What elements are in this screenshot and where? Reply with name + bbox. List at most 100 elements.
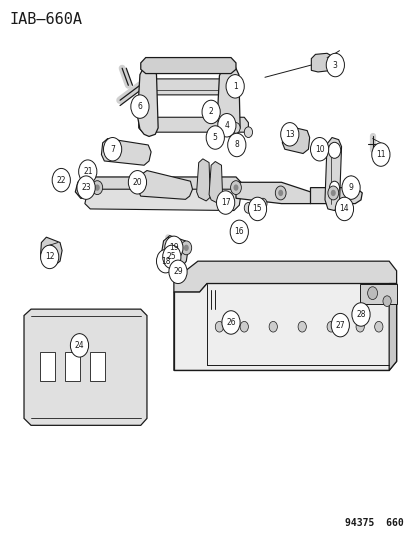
Polygon shape (160, 236, 188, 268)
Text: 14: 14 (339, 205, 349, 213)
Circle shape (70, 334, 88, 357)
Text: 5: 5 (212, 133, 217, 142)
Polygon shape (137, 64, 158, 136)
Circle shape (244, 203, 252, 213)
Circle shape (275, 186, 285, 200)
Circle shape (335, 197, 353, 221)
Circle shape (268, 321, 277, 332)
Polygon shape (310, 188, 361, 204)
Text: 15: 15 (252, 205, 262, 213)
Polygon shape (101, 139, 151, 165)
Circle shape (258, 198, 266, 209)
Polygon shape (40, 352, 55, 381)
Polygon shape (311, 53, 335, 72)
Text: 17: 17 (220, 198, 230, 207)
Text: 23: 23 (81, 183, 91, 192)
Text: 18: 18 (161, 257, 170, 265)
Circle shape (278, 190, 282, 196)
Polygon shape (90, 352, 104, 381)
Circle shape (183, 245, 188, 251)
Polygon shape (137, 171, 192, 199)
Text: 29: 29 (173, 268, 183, 276)
Circle shape (137, 179, 142, 185)
Circle shape (217, 114, 235, 137)
Circle shape (78, 160, 97, 183)
Text: 2: 2 (208, 108, 213, 116)
Circle shape (206, 126, 224, 149)
Text: 19: 19 (169, 244, 178, 252)
Text: 7: 7 (110, 145, 115, 154)
Circle shape (329, 181, 339, 194)
Circle shape (325, 53, 344, 77)
Polygon shape (24, 309, 147, 425)
Circle shape (103, 138, 121, 161)
Circle shape (374, 321, 382, 332)
Polygon shape (40, 237, 62, 265)
Polygon shape (217, 64, 240, 136)
Circle shape (162, 245, 180, 269)
Text: 6: 6 (137, 102, 142, 111)
Text: 12: 12 (45, 253, 54, 261)
Circle shape (248, 197, 266, 221)
Polygon shape (140, 79, 240, 95)
Circle shape (297, 321, 306, 332)
Circle shape (95, 184, 100, 191)
Polygon shape (173, 261, 396, 292)
Text: 94375  660: 94375 660 (344, 518, 403, 528)
Text: 21: 21 (83, 167, 92, 176)
Circle shape (355, 321, 363, 332)
Circle shape (367, 287, 377, 300)
Polygon shape (75, 177, 240, 198)
Polygon shape (235, 182, 314, 204)
Polygon shape (196, 159, 210, 201)
Circle shape (330, 313, 349, 337)
Polygon shape (65, 352, 80, 381)
Text: IAB–660A: IAB–660A (9, 12, 82, 27)
Circle shape (225, 75, 244, 98)
Circle shape (169, 260, 187, 284)
Circle shape (330, 190, 335, 196)
Circle shape (45, 245, 55, 258)
Text: 13: 13 (284, 130, 294, 139)
Circle shape (215, 321, 223, 332)
Polygon shape (140, 58, 235, 74)
Circle shape (382, 296, 390, 306)
Polygon shape (173, 284, 396, 370)
Circle shape (231, 123, 240, 133)
Text: 26: 26 (225, 318, 235, 327)
Circle shape (180, 241, 191, 255)
Circle shape (371, 143, 389, 166)
Circle shape (131, 95, 149, 118)
Circle shape (128, 171, 146, 194)
Text: 20: 20 (132, 178, 142, 187)
Circle shape (326, 321, 335, 332)
Text: 28: 28 (356, 310, 365, 319)
Circle shape (327, 186, 338, 200)
Polygon shape (282, 126, 309, 154)
Circle shape (240, 321, 248, 332)
Text: 27: 27 (335, 321, 344, 329)
Circle shape (227, 133, 245, 157)
Circle shape (328, 142, 340, 158)
Circle shape (230, 220, 248, 244)
Circle shape (244, 127, 252, 138)
Text: 8: 8 (234, 141, 239, 149)
Circle shape (77, 176, 95, 199)
Text: 4: 4 (224, 121, 229, 130)
Circle shape (52, 168, 70, 192)
Text: 24: 24 (74, 341, 84, 350)
Text: 25: 25 (166, 253, 176, 261)
Circle shape (202, 100, 220, 124)
Polygon shape (359, 284, 396, 304)
Circle shape (92, 181, 102, 195)
Text: 11: 11 (375, 150, 385, 159)
Text: 1: 1 (232, 82, 237, 91)
Circle shape (310, 138, 328, 161)
Circle shape (233, 184, 238, 191)
Circle shape (341, 176, 359, 199)
Text: 16: 16 (234, 228, 244, 236)
Polygon shape (209, 161, 222, 204)
Circle shape (164, 236, 183, 260)
Circle shape (156, 249, 174, 273)
Circle shape (351, 303, 369, 326)
